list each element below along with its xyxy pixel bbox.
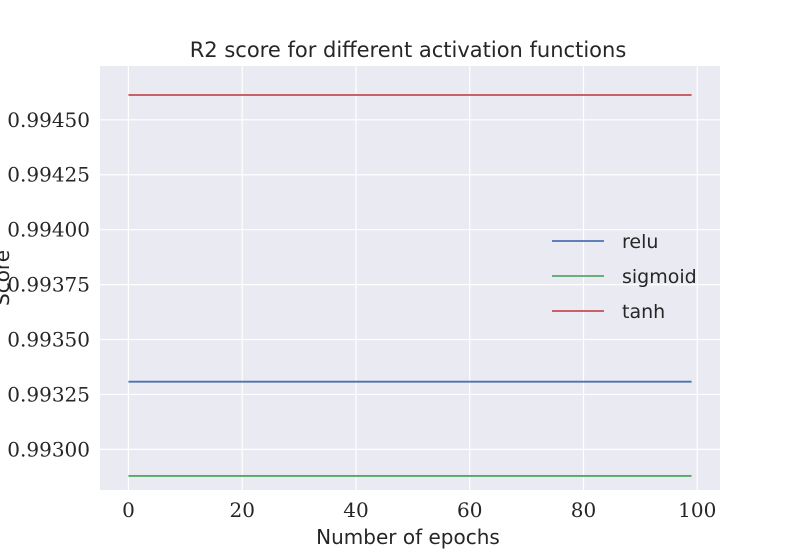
y-tick-label: 0.99400 <box>7 218 90 242</box>
chart-title: R2 score for different activation functi… <box>190 38 627 62</box>
legend-label-relu: relu <box>622 231 658 253</box>
y-tick-label: 0.99375 <box>7 273 90 297</box>
series-lines <box>128 94 692 477</box>
legend: relu sigmoid tanh <box>552 231 697 323</box>
y-tick-label: 0.99425 <box>7 163 90 187</box>
y-tick-label: 0.99325 <box>7 382 90 406</box>
y-tick-label: 0.99450 <box>7 108 90 132</box>
x-tick-label: 100 <box>678 498 716 522</box>
x-tick-label: 40 <box>343 498 368 522</box>
plot-area <box>100 66 720 490</box>
y-tick-label: 0.99350 <box>7 328 90 352</box>
x-tick-label: 60 <box>457 498 482 522</box>
x-axis-label: Number of epochs <box>316 525 500 549</box>
x-tick-label: 80 <box>571 498 596 522</box>
legend-label-tanh: tanh <box>622 301 665 323</box>
x-tick-label: 20 <box>229 498 254 522</box>
tick-labels: 0 20 40 60 80 100 0.99300 0.99325 0.99350 0.99375… <box>7 108 716 522</box>
y-axis-label: Score <box>0 250 14 306</box>
legend-label-sigmoid: sigmoid <box>622 266 697 288</box>
y-tick-label: 0.99300 <box>7 437 90 461</box>
x-tick-label: 0 <box>122 498 135 522</box>
grid <box>100 66 720 490</box>
